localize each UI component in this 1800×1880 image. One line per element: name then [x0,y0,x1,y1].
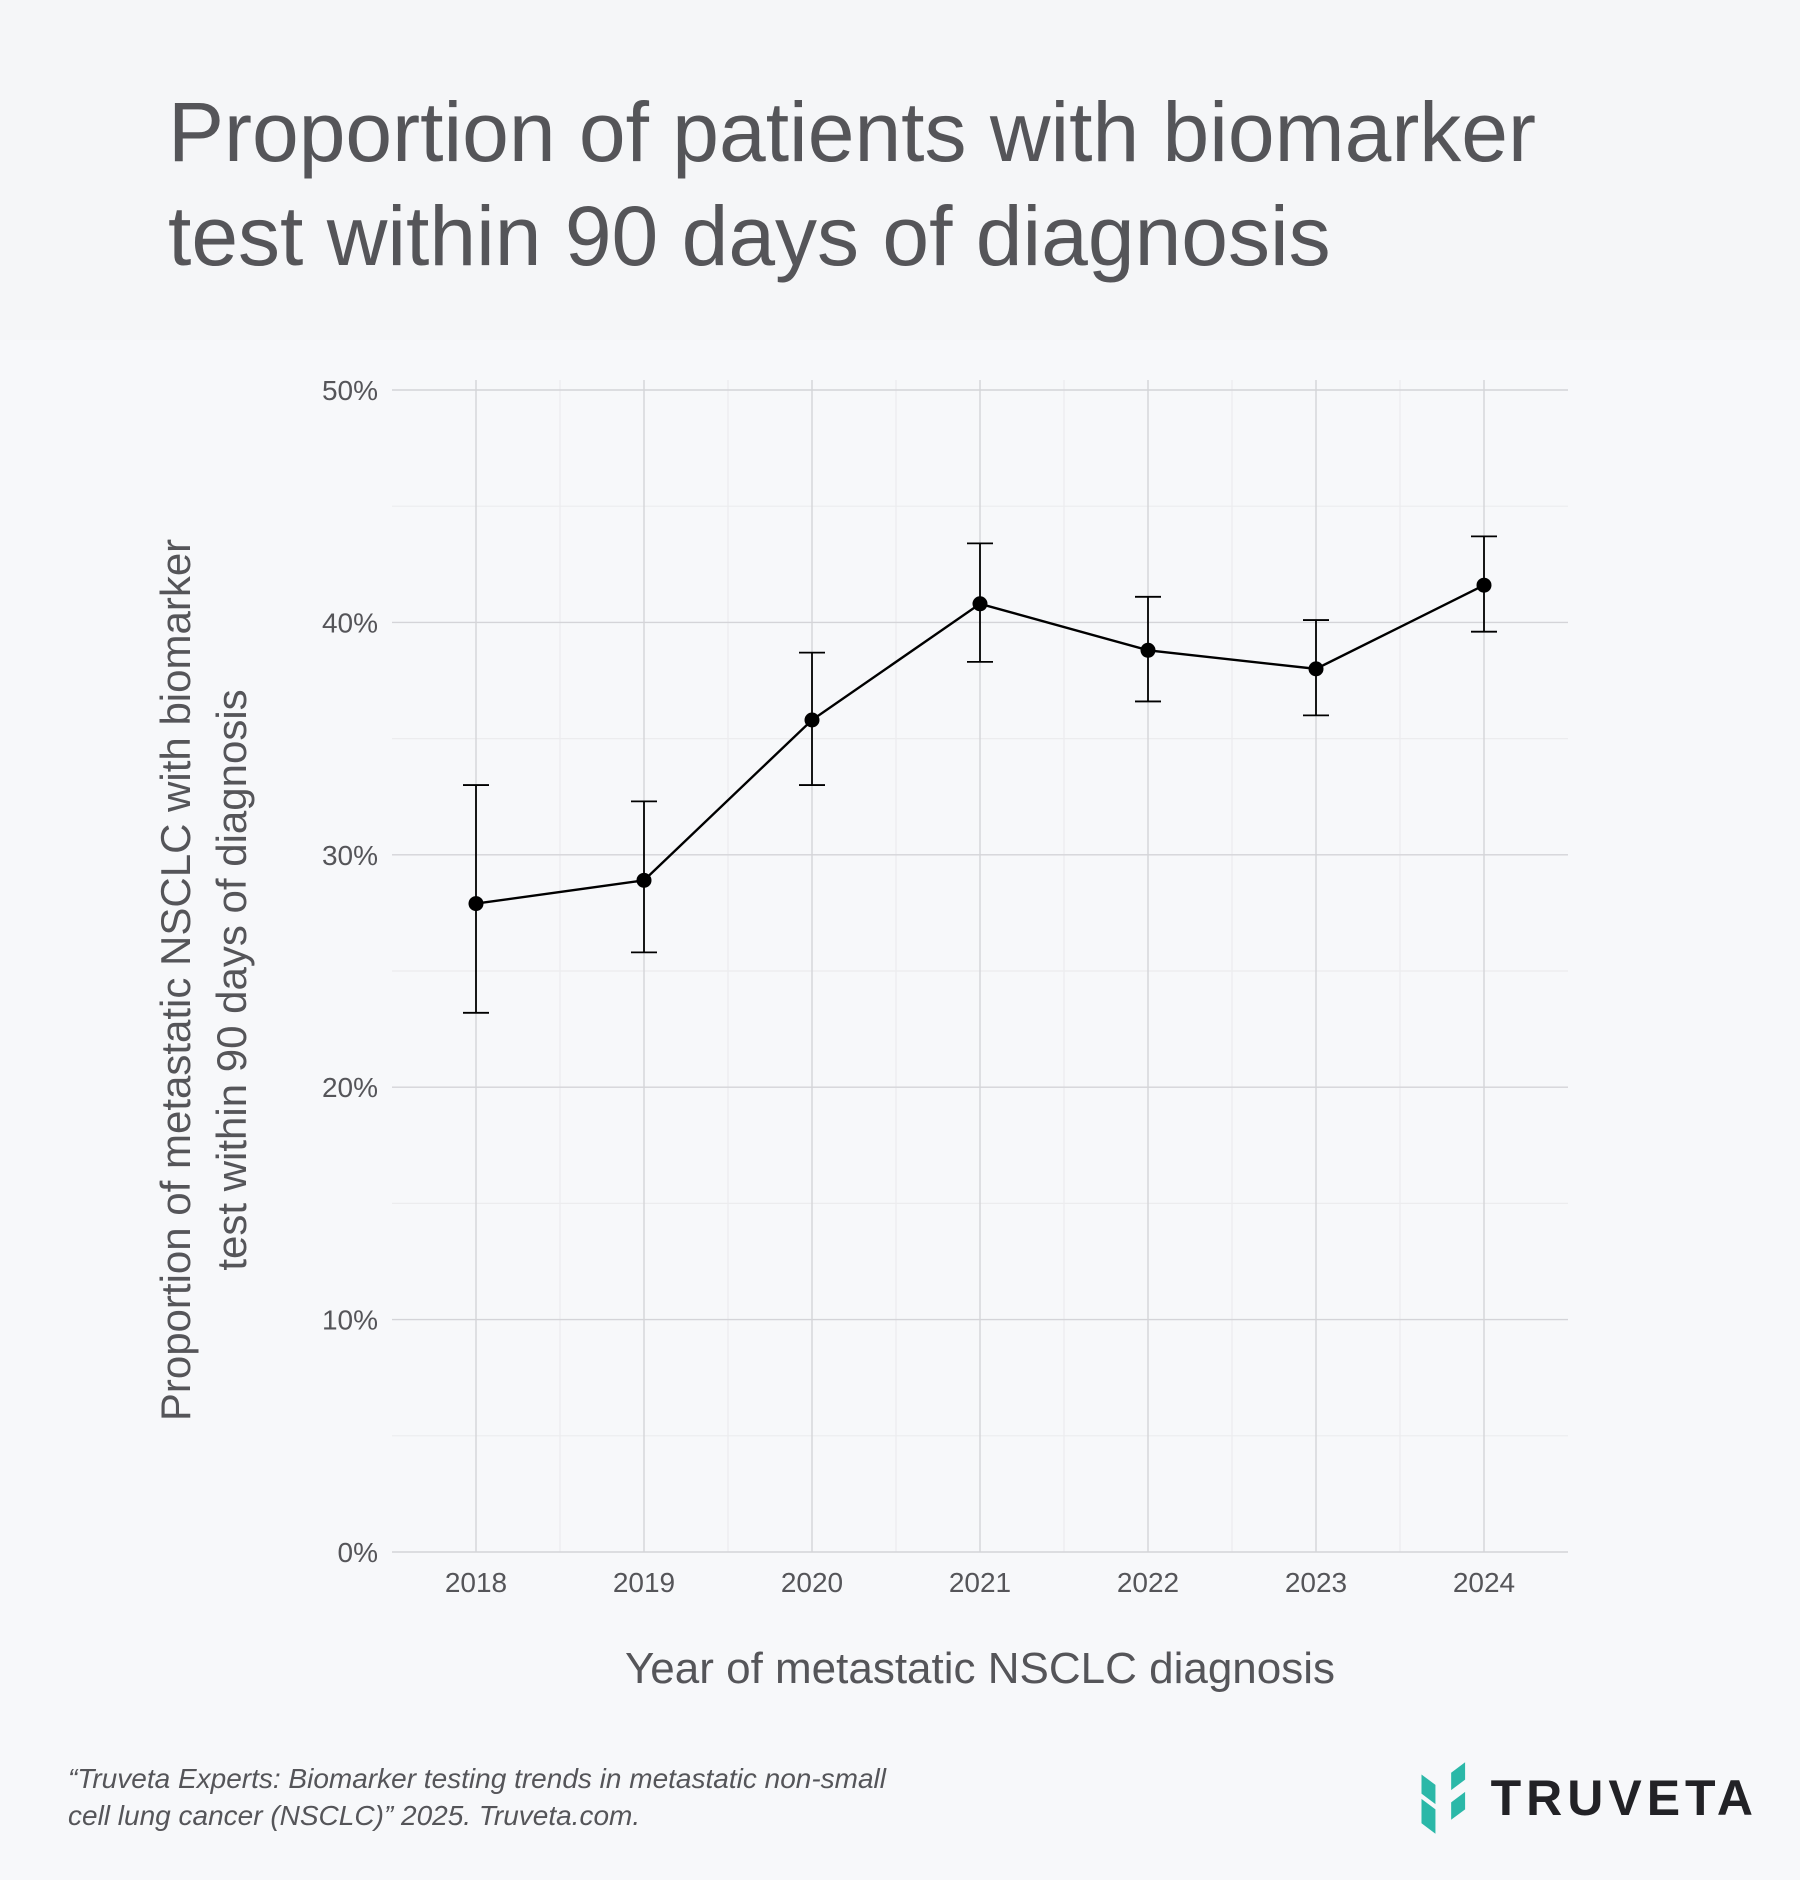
data-point [468,896,484,912]
data-point [1140,642,1156,658]
title-band [0,0,1800,340]
truveta-logo-icon [1421,1762,1466,1834]
data-point [1476,577,1492,593]
y-tick-label: 40% [322,607,378,638]
citation-line-2: cell lung cancer (NSCLC)” 2025. Truveta.… [68,1800,641,1831]
y-axis-label-line: Proportion of metastatic NSCLC with biom… [152,539,199,1421]
data-point [636,872,652,888]
data-point [972,596,988,612]
y-tick-label: 50% [322,375,378,406]
chart-title: Proportion of patients with biomarker te… [168,85,1536,283]
truveta-logo: TRUVETA [1418,1748,1758,1848]
logo-shape [1421,1798,1436,1834]
x-tick-label: 2020 [781,1567,843,1598]
citation-line-1: “Truveta Experts: Biomarker testing tren… [68,1763,887,1794]
logo-shape [1421,1774,1436,1805]
chart-area: 0% 10% 20% 30% 40% 50% 2018 2019 2020 2021 2022 202… [0,340,1800,1740]
y-axis-label-line: test within 90 days of diagnosis [208,689,255,1270]
data-point [804,712,820,728]
truveta-wordmark: TRUVETA [1490,1770,1758,1826]
x-tick-label: 2018 [445,1567,507,1598]
x-tick-label: 2023 [1285,1567,1347,1598]
logo-shape [1451,1791,1466,1820]
x-tick-label: 2022 [1117,1567,1179,1598]
y-tick-label: 30% [322,840,378,871]
citation: “Truveta Experts: Biomarker testing tren… [68,1760,968,1834]
logo-shape [1451,1762,1466,1791]
y-axis-label: Proportion of metastatic NSCLC with biom… [152,539,255,1421]
chart-svg: 0% 10% 20% 30% 40% 50% 2018 2019 2020 2021 2022 202… [152,375,1568,1693]
x-tick-label: 2024 [1453,1567,1515,1598]
y-tick-label: 10% [322,1305,378,1336]
x-axis-label: Year of metastatic NSCLC diagnosis [625,1644,1335,1693]
data-point [1308,661,1324,677]
x-tick-label: 2021 [949,1567,1011,1598]
x-tick-label: 2019 [613,1567,675,1598]
y-tick-label: 0% [338,1537,378,1568]
y-tick-label: 20% [322,1072,378,1103]
